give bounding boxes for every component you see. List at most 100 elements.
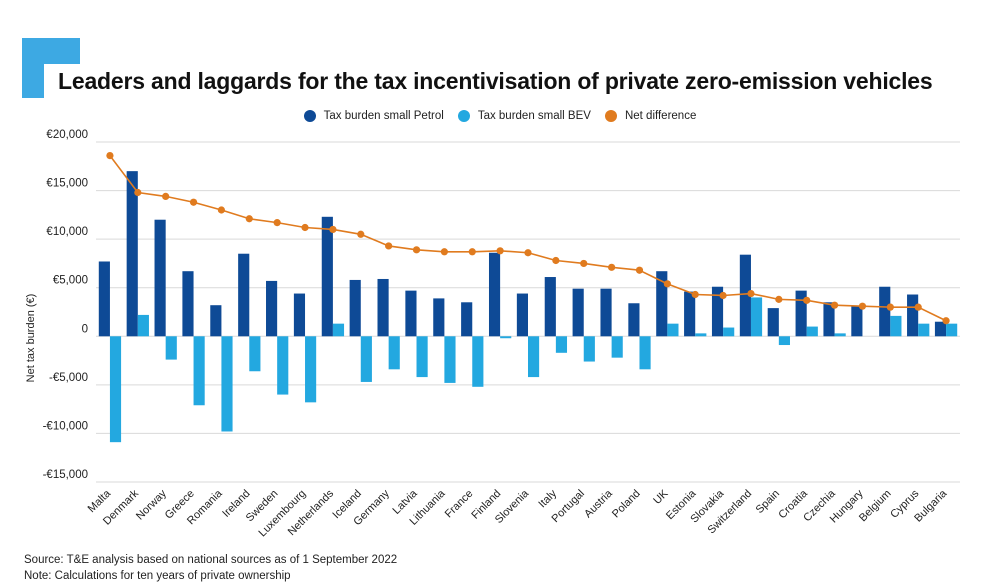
logo-mark — [22, 38, 80, 98]
bar-petrol — [126, 171, 138, 337]
bar-bev — [277, 336, 289, 395]
bar-bev — [750, 297, 763, 337]
bar-bev — [555, 336, 568, 353]
bar-bev — [472, 336, 484, 387]
net-difference-point — [719, 291, 727, 300]
bar-bev — [806, 326, 818, 337]
footnote-note: Note: Calculations for ten years of priv… — [24, 570, 291, 582]
net-difference-point — [914, 303, 922, 311]
net-difference-point — [775, 295, 783, 303]
bar-bev — [611, 336, 623, 358]
x-tick-label: Austria — [582, 487, 615, 520]
bar-bev — [528, 336, 540, 378]
net-difference-point — [217, 206, 226, 214]
net-difference-point — [635, 266, 644, 274]
bar-bev — [695, 333, 707, 337]
net-difference-point — [886, 303, 894, 311]
bar-bev — [416, 336, 428, 378]
bar-bev — [890, 315, 902, 337]
bar-petrol — [182, 271, 194, 337]
net-difference-point — [496, 247, 504, 255]
logo-bracket-shape — [22, 38, 80, 98]
y-tick-label: 0 — [82, 323, 88, 335]
bar-bev — [193, 336, 205, 406]
bar-petrol — [516, 293, 528, 337]
bar-petrol — [879, 286, 891, 337]
bar-petrol — [461, 302, 473, 337]
bar-petrol — [823, 302, 835, 337]
bar-bev — [778, 336, 790, 346]
net-difference-point — [301, 223, 309, 232]
bar-petrol — [98, 261, 110, 337]
bar-petrol — [405, 290, 417, 337]
bar-bev — [137, 314, 149, 337]
legend-item-petrol: Tax burden small Petrol — [303, 110, 444, 122]
bar-petrol — [293, 293, 306, 337]
bar-petrol — [488, 252, 501, 337]
footnote-source: Source: T&E analysis based on national s… — [24, 554, 398, 566]
net-difference-point — [385, 242, 393, 250]
legend-item-bev: Tax burden small BEV — [457, 110, 591, 122]
net-difference-point — [329, 225, 337, 234]
x-tick-label: Norway — [134, 487, 169, 522]
bar-bev — [639, 336, 651, 370]
bar-petrol — [321, 216, 333, 337]
net-difference-point — [747, 289, 755, 298]
bar-petrol — [767, 308, 779, 337]
x-tick-label: Italy — [536, 487, 559, 510]
legend-dot-petrol — [303, 110, 316, 122]
net-difference-point — [552, 256, 560, 265]
y-tick-label: -€10,000 — [43, 420, 88, 432]
bar-bev — [946, 323, 958, 337]
net-difference-point — [468, 248, 476, 256]
bar-petrol — [739, 254, 751, 337]
bar-petrol — [266, 280, 278, 337]
bar-petrol — [684, 291, 696, 337]
net-difference-point — [189, 198, 198, 206]
net-difference-point — [663, 280, 671, 288]
bar-bev — [667, 323, 679, 337]
chart-plot: €20,000 €15,000 €10,000 €5,000 0 -€5,000 -€10,… — [25, 129, 960, 539]
y-tick-label: €5,000 — [53, 275, 88, 287]
net-difference-point — [858, 302, 867, 310]
net-difference-point — [608, 263, 616, 271]
legend-item-net: Net difference — [604, 110, 697, 122]
net-difference-point — [273, 219, 281, 227]
bar-petrol — [600, 288, 612, 337]
net-difference-point — [580, 259, 588, 268]
bar-petrol — [628, 303, 640, 337]
net-difference-point — [357, 230, 365, 238]
y-tick-label: -€15,000 — [43, 469, 88, 481]
legend-label-petrol: Tax burden small Petrol — [323, 110, 444, 122]
net-difference-point — [134, 188, 142, 197]
y-axis-title: Net tax burden (€) — [25, 294, 37, 383]
legend-dot-net — [604, 110, 617, 122]
bar-bev — [918, 323, 930, 337]
bar-bev — [221, 336, 233, 432]
bar-bev — [332, 323, 345, 337]
net-difference-point — [162, 192, 170, 200]
net-difference-point — [412, 246, 421, 254]
bar-petrol — [572, 288, 584, 337]
x-tick-label: Poland — [610, 488, 643, 521]
net-difference-point — [106, 152, 114, 160]
net-difference-point — [942, 317, 950, 325]
net-difference-point — [691, 290, 699, 299]
bar-bev — [249, 336, 261, 372]
bar-petrol — [934, 321, 947, 337]
bar-petrol — [349, 279, 361, 337]
bar-petrol — [154, 219, 166, 337]
bar-bev — [723, 327, 735, 337]
bar-petrol — [851, 306, 863, 337]
bar-bev — [360, 336, 372, 382]
bar-petrol — [544, 277, 556, 337]
legend-label-net: Net difference — [624, 110, 697, 122]
y-tick-label: -€5,000 — [49, 372, 88, 384]
x-tick-label: UK — [651, 487, 671, 507]
bar-bev — [500, 336, 512, 339]
net-difference-point — [245, 215, 253, 223]
bar-petrol — [656, 271, 668, 337]
bar-bev — [444, 336, 456, 383]
y-tick-label: €10,000 — [46, 226, 88, 238]
net-difference-point — [803, 296, 811, 304]
